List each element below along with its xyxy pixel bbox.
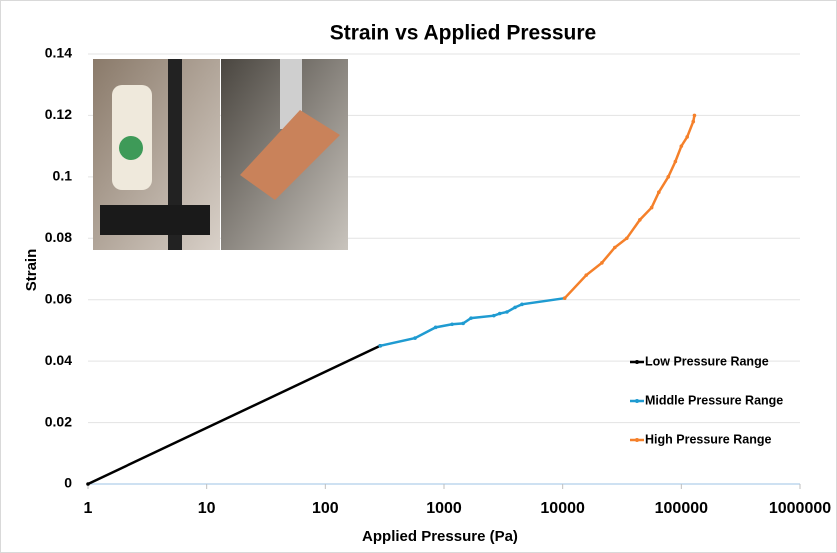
photo-base	[100, 205, 210, 235]
x-tick-label: 10000	[540, 500, 585, 517]
point	[497, 311, 502, 316]
legend-label: Middle Pressure Range	[645, 393, 783, 407]
point	[691, 119, 696, 124]
point	[520, 302, 524, 307]
point	[461, 321, 465, 326]
point	[562, 296, 567, 300]
y-tick-label: 0.04	[45, 352, 72, 368]
y-tick-label: 0.08	[45, 229, 72, 245]
point	[692, 113, 697, 118]
point	[649, 205, 654, 210]
inset-photo	[93, 59, 348, 250]
point	[378, 343, 383, 348]
point	[624, 236, 629, 241]
point	[584, 273, 589, 277]
legend-label: High Pressure Range	[645, 432, 771, 446]
y-tick-label: 0.12	[45, 106, 72, 122]
legend-marker	[635, 360, 639, 364]
photo-sample	[240, 110, 340, 200]
point	[469, 316, 473, 320]
point	[505, 310, 509, 314]
point	[673, 159, 678, 164]
x-tick-label: 1000	[426, 500, 462, 517]
point	[450, 322, 454, 327]
point	[638, 218, 642, 222]
legend-marker	[635, 399, 639, 403]
point	[413, 336, 417, 340]
y-tick-label: 0.14	[45, 45, 72, 61]
point	[492, 313, 496, 318]
point	[657, 190, 661, 195]
x-tick-label: 1	[84, 500, 93, 517]
y-axis-label: Strain	[23, 249, 40, 292]
point	[513, 305, 517, 310]
x-tick-label: 10	[198, 500, 216, 517]
point	[86, 482, 90, 486]
series-line	[563, 115, 696, 300]
point	[433, 325, 438, 330]
x-axis-label: Applied Pressure (Pa)	[362, 528, 518, 545]
photo-stand	[168, 59, 182, 250]
point	[600, 261, 604, 265]
series-line	[87, 344, 381, 486]
point	[613, 245, 617, 250]
chart-title: Strain vs Applied Pressure	[330, 22, 597, 45]
legend-label: Low Pressure Range	[645, 354, 769, 368]
x-tick-label: 100000	[655, 500, 708, 517]
point	[679, 144, 684, 148]
x-tick-label: 1000000	[769, 500, 831, 517]
y-tick-label: 0.1	[53, 168, 73, 184]
photo-dial	[119, 136, 143, 160]
photo-piston	[280, 59, 302, 129]
y-tick-label: 0.06	[45, 290, 72, 306]
y-tick-label: 0.02	[45, 413, 72, 429]
y-tick-label: 0	[64, 475, 72, 491]
legend-marker	[635, 438, 639, 442]
x-tick-label: 100	[312, 500, 339, 517]
plot-area: 0 0.02 0.04 0.06 0.08 0.1 0.12 0.14 1 10 100 1000 10…	[45, 45, 831, 518]
point	[666, 175, 671, 179]
point	[685, 135, 689, 139]
